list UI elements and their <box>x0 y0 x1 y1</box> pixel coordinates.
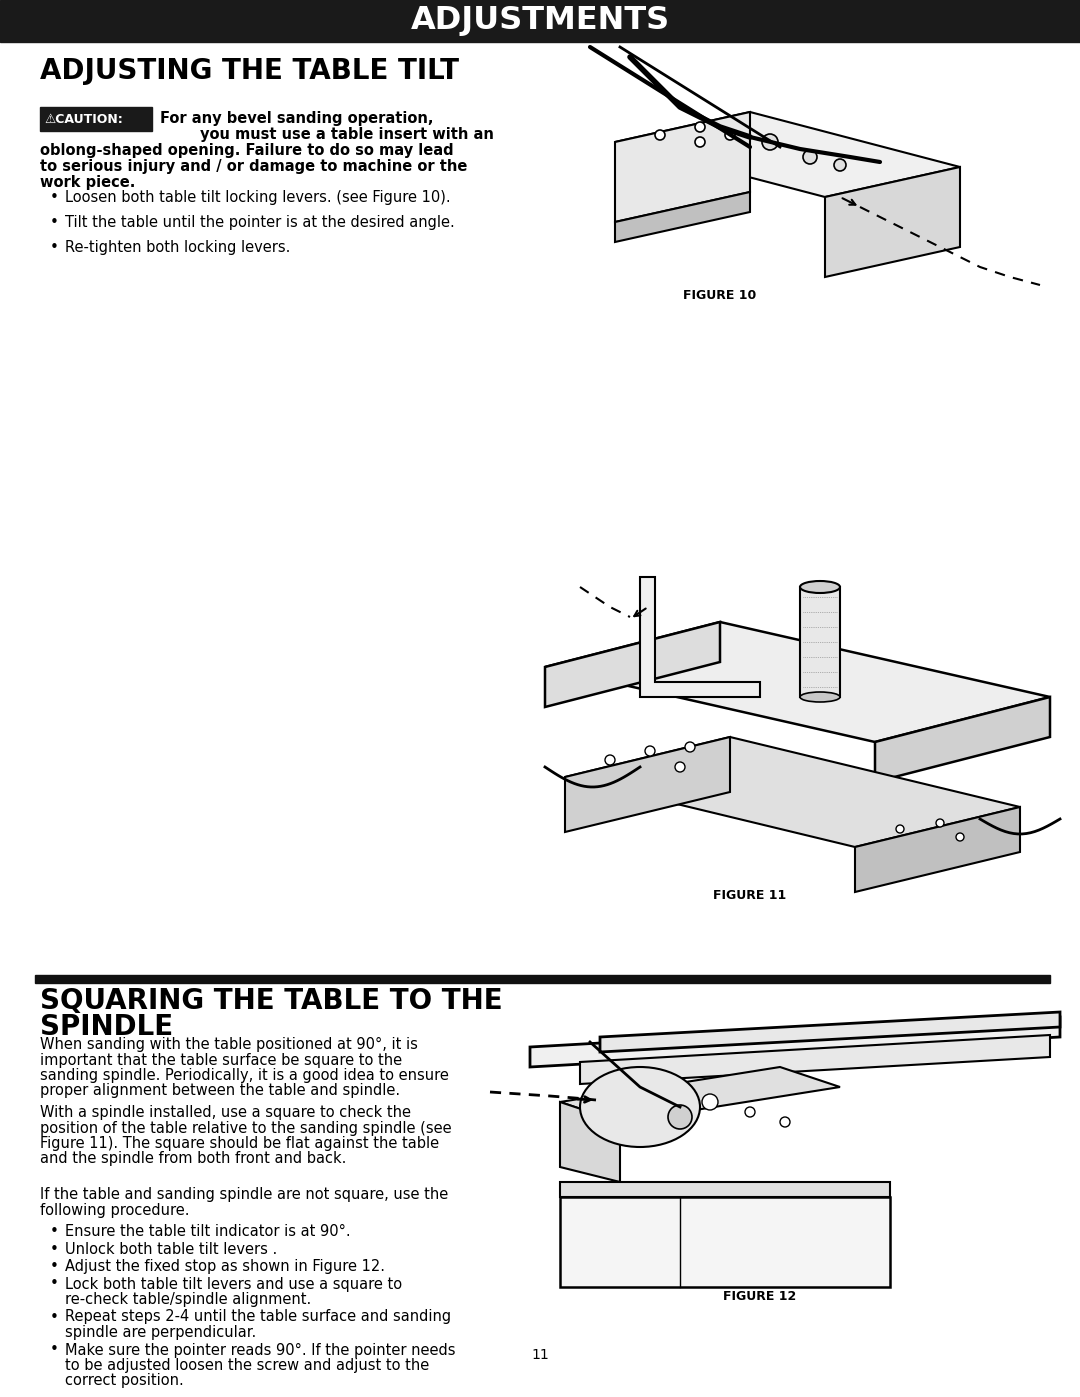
Text: you must use a table insert with an: you must use a table insert with an <box>200 127 494 142</box>
Text: important that the table surface be square to the: important that the table surface be squa… <box>40 1052 402 1067</box>
Text: Tilt the table until the pointer is at the desired angle.: Tilt the table until the pointer is at t… <box>65 215 455 231</box>
Bar <box>800 587 840 697</box>
Circle shape <box>804 149 816 163</box>
Text: position of the table relative to the sanding spindle (see: position of the table relative to the sa… <box>40 1120 451 1136</box>
Polygon shape <box>580 1035 1050 1084</box>
Circle shape <box>834 159 846 170</box>
Polygon shape <box>875 697 1050 782</box>
Text: •: • <box>50 1259 59 1274</box>
Text: •: • <box>50 240 59 256</box>
Bar <box>35 975 1050 983</box>
Polygon shape <box>855 807 1020 893</box>
Text: FIGURE 11: FIGURE 11 <box>714 888 786 902</box>
Circle shape <box>780 1118 789 1127</box>
Text: When sanding with the table positioned at 90°, it is: When sanding with the table positioned a… <box>40 1037 418 1052</box>
Circle shape <box>654 130 665 140</box>
Bar <box>40 108 152 131</box>
Polygon shape <box>561 1182 890 1197</box>
Text: FIGURE 12: FIGURE 12 <box>724 1289 797 1303</box>
Text: to be adjusted loosen the screw and adjust to the: to be adjusted loosen the screw and adju… <box>65 1358 429 1373</box>
Text: following procedure.: following procedure. <box>40 1203 189 1218</box>
Polygon shape <box>640 577 760 697</box>
Polygon shape <box>615 112 960 197</box>
Polygon shape <box>545 622 1050 742</box>
Text: For any bevel sanding operation,: For any bevel sanding operation, <box>160 110 433 126</box>
Text: ADJUSTMENTS: ADJUSTMENTS <box>410 6 670 36</box>
Text: Make sure the pointer reads 90°. If the pointer needs: Make sure the pointer reads 90°. If the … <box>65 1343 456 1358</box>
Text: correct position.: correct position. <box>65 1373 184 1389</box>
Text: •: • <box>50 1224 59 1239</box>
Circle shape <box>956 833 964 841</box>
Polygon shape <box>600 1011 1059 1052</box>
Polygon shape <box>565 738 730 833</box>
Text: Repeat steps 2-4 until the table surface and sanding: Repeat steps 2-4 until the table surface… <box>65 1309 451 1324</box>
Text: •: • <box>50 190 59 205</box>
Text: Lock both table tilt levers and use a square to: Lock both table tilt levers and use a sq… <box>65 1277 402 1291</box>
Circle shape <box>762 134 778 149</box>
Text: With a spindle installed, use a square to check the: With a spindle installed, use a square t… <box>40 1105 411 1120</box>
Text: to serious injury and / or damage to machine or the: to serious injury and / or damage to mac… <box>40 159 468 175</box>
Text: Figure 11). The square should be flat against the table: Figure 11). The square should be flat ag… <box>40 1136 440 1151</box>
Polygon shape <box>615 112 750 222</box>
Polygon shape <box>615 191 750 242</box>
Polygon shape <box>825 168 960 277</box>
Ellipse shape <box>800 581 840 592</box>
Polygon shape <box>545 622 720 707</box>
Text: Adjust the fixed stop as shown in Figure 12.: Adjust the fixed stop as shown in Figure… <box>65 1259 384 1274</box>
Text: and the spindle from both front and back.: and the spindle from both front and back… <box>40 1151 347 1166</box>
Text: spindle are perpendicular.: spindle are perpendicular. <box>65 1324 256 1340</box>
Text: SQUARING THE TABLE TO THE: SQUARING THE TABLE TO THE <box>40 988 502 1016</box>
Circle shape <box>702 1094 718 1111</box>
Circle shape <box>675 761 685 773</box>
Text: If the table and sanding spindle are not square, use the: If the table and sanding spindle are not… <box>40 1187 448 1201</box>
Text: oblong-shaped opening. Failure to do so may lead: oblong-shaped opening. Failure to do so … <box>40 142 454 158</box>
Text: Re-tighten both locking levers.: Re-tighten both locking levers. <box>65 240 291 256</box>
Text: Loosen both table tilt locking levers. (see Figure 10).: Loosen both table tilt locking levers. (… <box>65 190 450 205</box>
Circle shape <box>936 819 944 827</box>
Polygon shape <box>530 1017 1059 1067</box>
Ellipse shape <box>580 1067 700 1147</box>
Text: •: • <box>50 1277 59 1291</box>
Text: Ensure the table tilt indicator is at 90°.: Ensure the table tilt indicator is at 90… <box>65 1224 351 1239</box>
Text: •: • <box>50 1242 59 1256</box>
Circle shape <box>696 137 705 147</box>
Text: FIGURE 10: FIGURE 10 <box>684 289 757 302</box>
Circle shape <box>745 1106 755 1118</box>
Circle shape <box>669 1105 692 1129</box>
Circle shape <box>645 746 654 756</box>
Polygon shape <box>561 1067 840 1122</box>
Bar <box>0 0 1080 42</box>
Polygon shape <box>561 1102 620 1182</box>
Ellipse shape <box>800 692 840 703</box>
Text: re-check table/spindle alignment.: re-check table/spindle alignment. <box>65 1292 311 1308</box>
Circle shape <box>696 122 705 131</box>
Circle shape <box>896 826 904 833</box>
Text: 11: 11 <box>531 1348 549 1362</box>
Text: Unlock both table tilt levers .: Unlock both table tilt levers . <box>65 1242 278 1256</box>
Text: ⚠CAUTION:: ⚠CAUTION: <box>44 113 123 126</box>
Circle shape <box>725 130 735 140</box>
Text: work piece.: work piece. <box>40 175 135 190</box>
Polygon shape <box>565 738 1020 847</box>
Text: •: • <box>50 215 59 231</box>
Bar <box>561 1197 890 1287</box>
Text: •: • <box>50 1343 59 1358</box>
Text: •: • <box>50 1309 59 1324</box>
Text: proper alignment between the table and spindle.: proper alignment between the table and s… <box>40 1084 400 1098</box>
Circle shape <box>605 754 615 766</box>
Circle shape <box>685 742 696 752</box>
Text: SPINDLE: SPINDLE <box>40 1013 173 1041</box>
Text: sanding spindle. Periodically, it is a good idea to ensure: sanding spindle. Periodically, it is a g… <box>40 1067 449 1083</box>
Text: ADJUSTING THE TABLE TILT: ADJUSTING THE TABLE TILT <box>40 57 459 85</box>
